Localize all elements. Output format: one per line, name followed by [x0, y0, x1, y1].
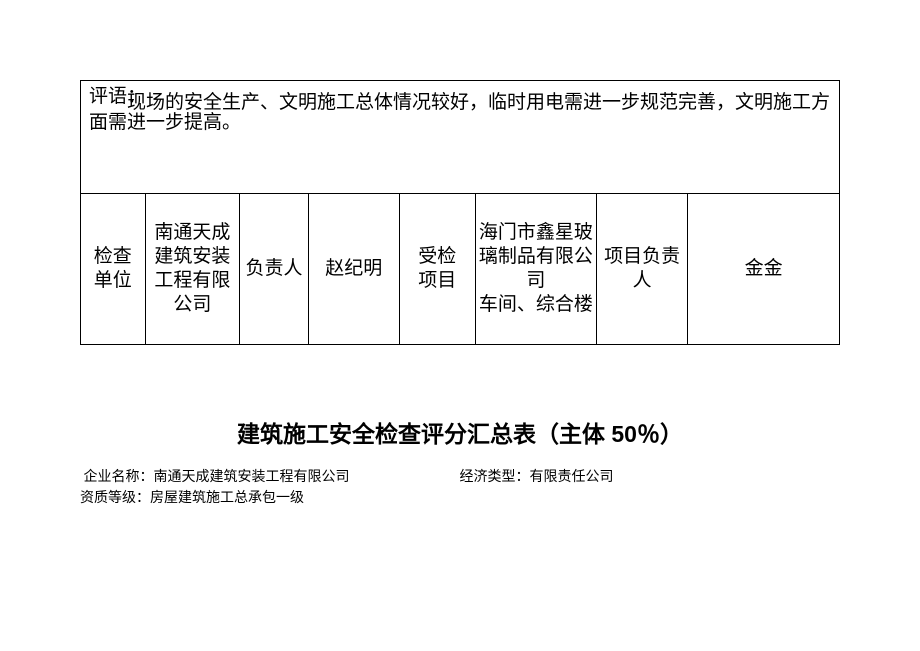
table-row: 检查单位 南通天成建筑安装工程有限公司 负责人 赵纪明 受检项目 海门市鑫星玻璃… — [81, 193, 840, 344]
meta-company: 企业名称：南通天成建筑安装工程有限公司 — [80, 467, 350, 488]
page-title: 建筑施工安全检查评分汇总表（主体 50％） — [80, 415, 840, 449]
value-project-leader: 金金 — [688, 193, 840, 344]
value-inspection-unit: 南通天成建筑安装工程有限公司 — [145, 193, 240, 344]
meta-line: 企业名称：南通天成建筑安装工程有限公司 经济类型：有限责任公司资质等级：房屋建筑施… — [80, 467, 840, 509]
evaluation-comment-box: 评语： 现场的安全生产、文明施工总体情况较好，临时用电需进一步规范完善，文明施工… — [80, 80, 840, 193]
header-inspection-unit: 检查单位 — [81, 193, 146, 344]
meta-econ: 经济类型：有限责任公司 — [460, 467, 614, 488]
info-table: 检查单位 南通天成建筑安装工程有限公司 负责人 赵纪明 受检项目 海门市鑫星玻璃… — [80, 193, 840, 345]
value-leader: 赵纪明 — [308, 193, 399, 344]
header-leader: 负责人 — [240, 193, 308, 344]
header-project-leader: 项目负责人 — [597, 193, 688, 344]
comment-text: 现场的安全生产、文明施工总体情况较好，临时用电需进一步规范完善，文明施工方面需进… — [89, 93, 831, 133]
header-project: 受检项目 — [399, 193, 475, 344]
meta-qual: 资质等级：房屋建筑施工总承包一级 — [80, 488, 304, 509]
value-project: 海门市鑫星玻璃制品有限公司车间、综合楼 — [475, 193, 596, 344]
